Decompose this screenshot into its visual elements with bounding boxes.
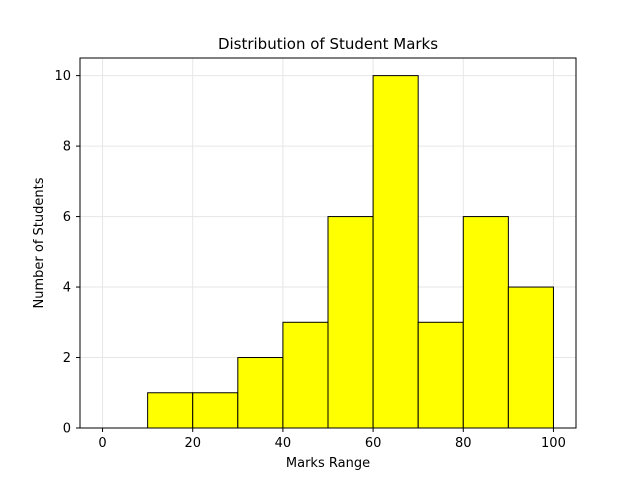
histogram-bar xyxy=(373,76,418,428)
histogram-bar xyxy=(238,358,283,428)
histogram-bar xyxy=(508,287,553,428)
y-tick-label: 8 xyxy=(63,140,71,155)
histogram-bar xyxy=(148,393,193,428)
y-tick-label: 10 xyxy=(54,69,71,84)
x-tick-label: 100 xyxy=(541,436,566,451)
y-tick-label: 2 xyxy=(63,351,71,366)
histogram-bar xyxy=(328,217,373,428)
y-tick-label: 0 xyxy=(63,422,71,437)
x-tick-label: 60 xyxy=(365,436,382,451)
chart-title: Distribution of Student Marks xyxy=(218,35,438,53)
x-tick-label: 20 xyxy=(184,436,201,451)
y-tick-label: 6 xyxy=(63,210,71,225)
histogram-bar xyxy=(463,217,508,428)
x-tick-label: 40 xyxy=(275,436,292,451)
y-axis-label: Number of Students xyxy=(32,177,47,308)
x-axis-label: Marks Range xyxy=(286,456,370,471)
x-tick-label: 80 xyxy=(455,436,472,451)
x-tick-label: 0 xyxy=(98,436,106,451)
histogram-bar xyxy=(193,393,238,428)
y-tick-label: 4 xyxy=(63,281,71,296)
histogram-bar xyxy=(283,322,328,428)
histogram-bar xyxy=(418,322,463,428)
